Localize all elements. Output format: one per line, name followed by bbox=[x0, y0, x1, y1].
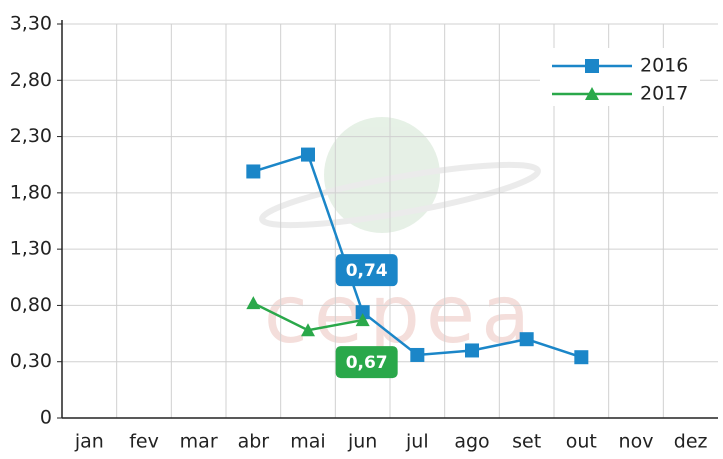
y-tick-label: 2,30 bbox=[10, 125, 52, 147]
marker bbox=[246, 164, 260, 178]
x-tick-label: jul bbox=[405, 431, 429, 453]
marker bbox=[246, 296, 260, 309]
y-tick-label: 0,80 bbox=[10, 294, 52, 316]
x-tick-label: fev bbox=[129, 431, 159, 453]
legend-label: 2017 bbox=[640, 83, 688, 105]
x-tick-label: jun bbox=[347, 431, 377, 453]
watermark: cepea bbox=[264, 268, 536, 361]
y-tick-label: 0 bbox=[40, 407, 52, 429]
marker bbox=[520, 332, 534, 346]
y-tick-label: 3,30 bbox=[10, 13, 52, 35]
chart: cepea 0 0,30 0,80 1,30 1,80 2,30 2,80 3,30 jan fe… bbox=[0, 0, 723, 455]
marker bbox=[410, 348, 424, 362]
x-tick-label: set bbox=[512, 431, 541, 453]
marker bbox=[301, 148, 315, 162]
value-label: 0,67 bbox=[346, 353, 388, 373]
marker bbox=[465, 343, 479, 357]
y-tick-label: 0,30 bbox=[10, 350, 52, 372]
y-tick-label: 1,30 bbox=[10, 238, 52, 260]
x-tick-label: abr bbox=[238, 431, 270, 453]
value-label: 0,74 bbox=[346, 261, 388, 281]
watermark-globe bbox=[259, 117, 541, 237]
x-tick-label: jan bbox=[74, 431, 104, 453]
x-tick-label: mai bbox=[290, 431, 325, 453]
marker bbox=[585, 59, 599, 73]
x-tick-label: dez bbox=[674, 431, 708, 453]
legend: 2016 2017 bbox=[540, 48, 700, 106]
y-tick-label: 1,80 bbox=[10, 181, 52, 203]
y-tick-label: 2,80 bbox=[10, 69, 52, 91]
legend-label: 2016 bbox=[640, 55, 688, 77]
x-tick-label: ago bbox=[454, 431, 489, 453]
marker bbox=[574, 350, 588, 364]
x-tick-label: mar bbox=[180, 431, 218, 453]
x-tick-label: nov bbox=[619, 431, 654, 453]
x-tick-label: out bbox=[566, 431, 597, 453]
